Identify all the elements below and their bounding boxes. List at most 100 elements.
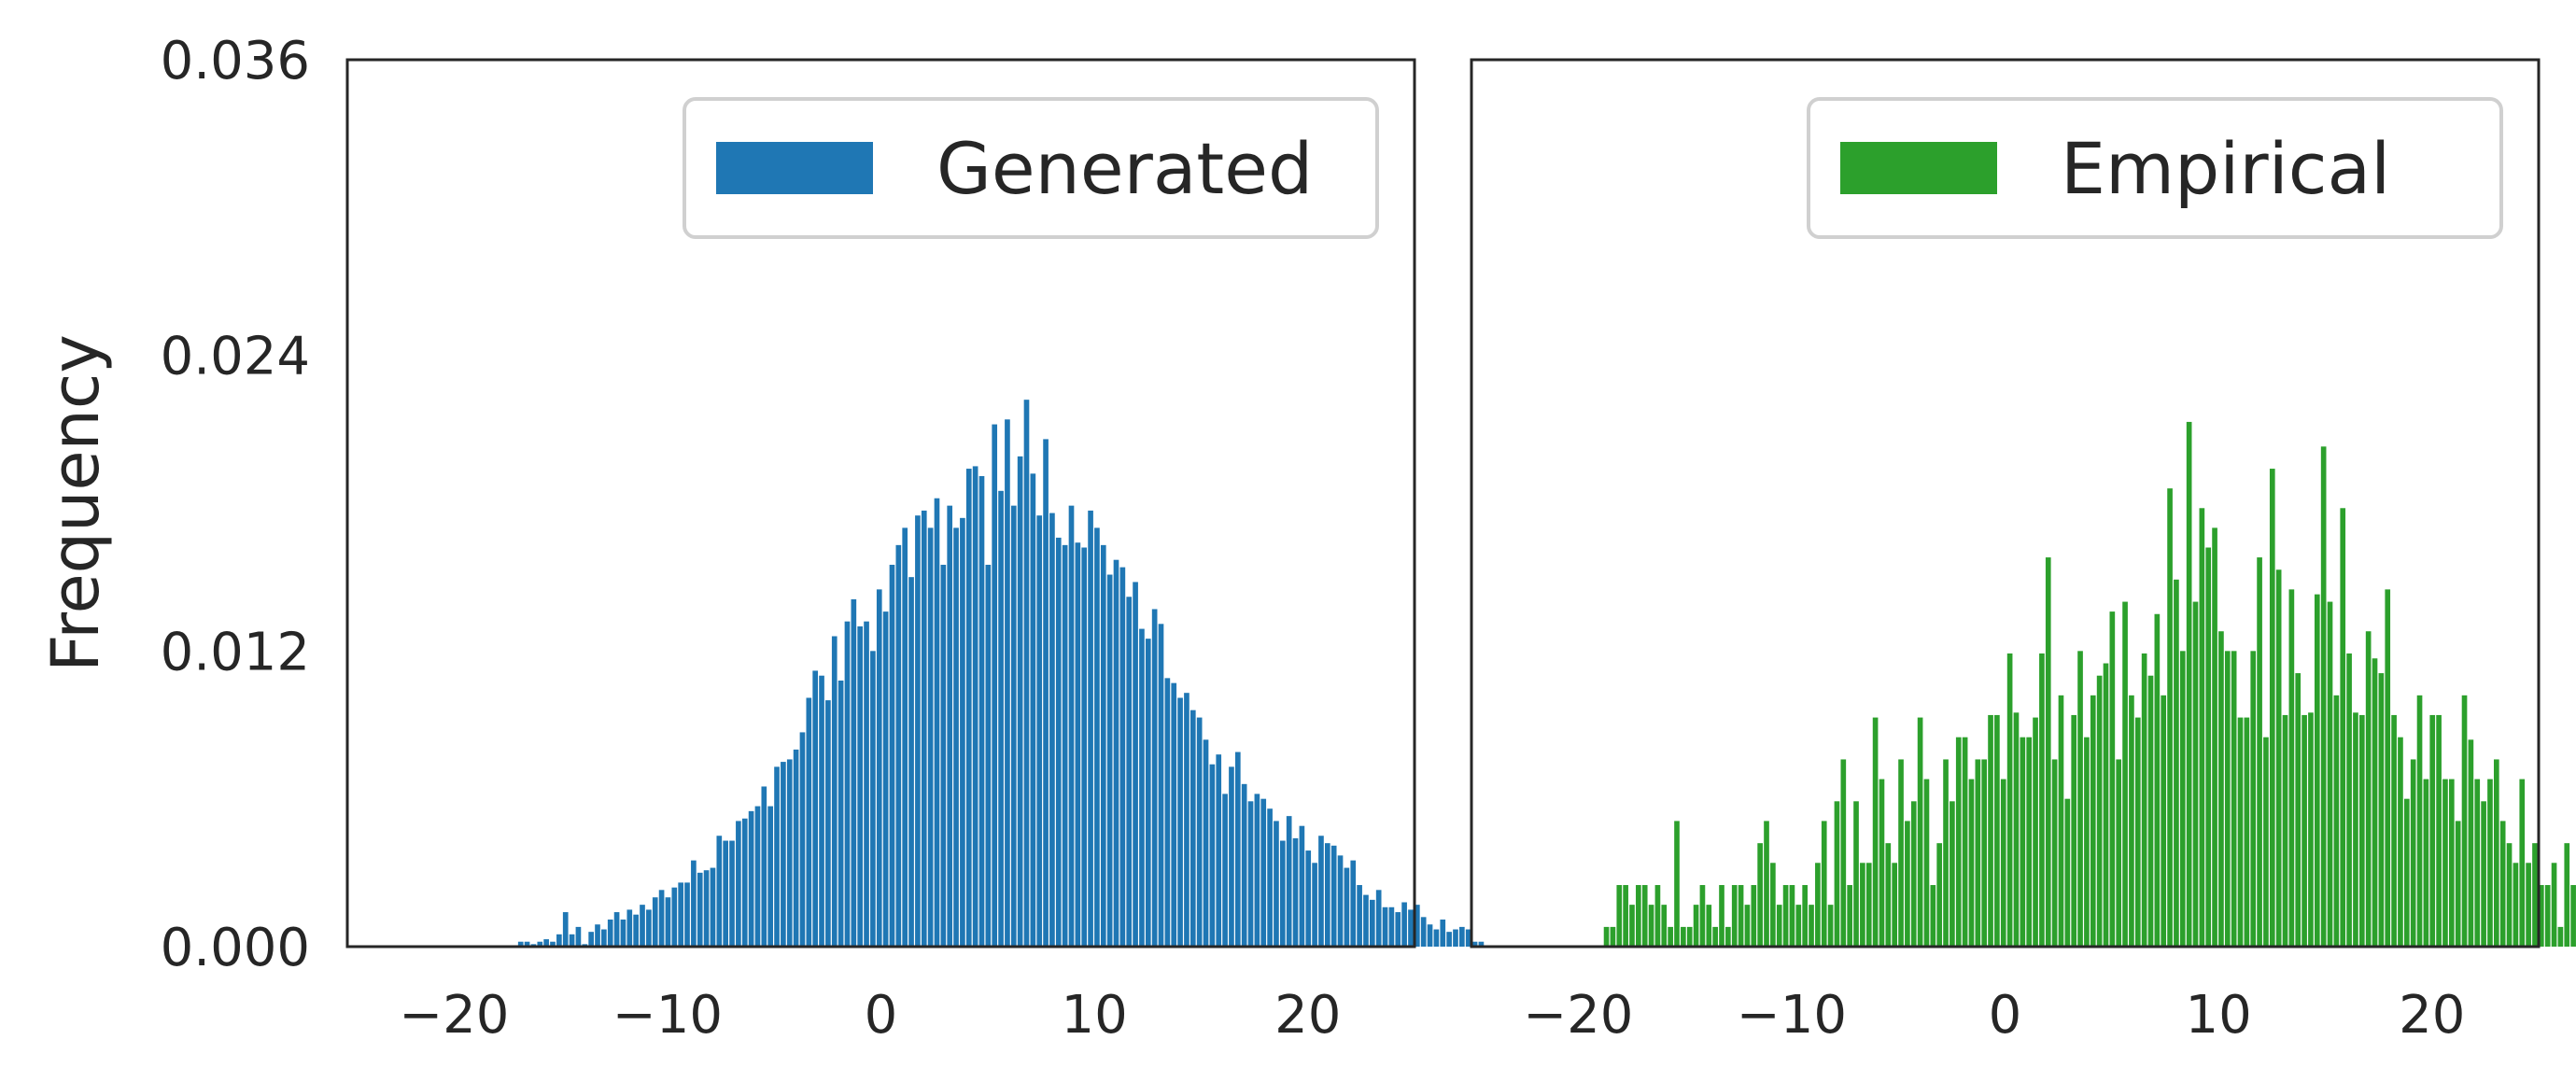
empirical-bar [1809, 905, 1814, 947]
generated-bar [1318, 836, 1324, 947]
generated-bar [652, 897, 658, 947]
generated-bar [1305, 850, 1312, 947]
empirical-bar [1962, 737, 1968, 947]
empirical-bar [1872, 717, 1879, 947]
generated-bar [1471, 941, 1478, 947]
generated-x-tick-label: 0 [865, 985, 898, 1046]
generated-bar [1113, 559, 1119, 947]
empirical-bar [2455, 821, 2461, 947]
generated-bar [799, 732, 806, 947]
generated-legend-label: Generated [936, 127, 1313, 210]
generated-bar [864, 621, 869, 947]
empirical-bar [1668, 926, 1673, 947]
generated-bar [857, 625, 864, 947]
empirical-bar [2077, 651, 2083, 947]
empirical-bar [1853, 801, 1859, 947]
empirical-bar [1719, 885, 1724, 947]
empirical-bar [1802, 885, 1808, 947]
empirical-bar [2282, 714, 2288, 947]
empirical-bar [2205, 547, 2212, 947]
generated-bar [934, 498, 940, 947]
empirical-bar [2410, 759, 2416, 947]
empirical-bar [1616, 885, 1623, 947]
generated-bar [595, 924, 600, 947]
empirical-bar [1943, 759, 1949, 947]
generated-x-tick-label: 10 [1061, 985, 1127, 1046]
generated-bar [1088, 510, 1093, 947]
empirical-bar [1770, 863, 1776, 947]
empirical-bar [2250, 651, 2257, 947]
generated-bar [767, 806, 773, 947]
empirical-legend-label: Empirical [2061, 127, 2390, 210]
generated-bar [1010, 505, 1017, 947]
empirical-bar [2499, 821, 2506, 947]
generated-bar [1260, 798, 1267, 947]
generated-y-tick-label: 0.024 [161, 327, 310, 387]
empirical-bar [2134, 717, 2141, 947]
empirical-bar [1988, 714, 1993, 947]
generated-bar [691, 860, 697, 947]
empirical-x-tick-label: −20 [1523, 985, 1633, 1046]
generated-bar [978, 475, 985, 947]
generated-bar [882, 611, 889, 947]
generated-bar [716, 836, 723, 947]
empirical-bar [2275, 569, 2282, 947]
empirical-bar [2526, 863, 2531, 947]
empirical-bar [2327, 601, 2333, 947]
empirical-bar [2468, 739, 2474, 947]
empirical-bar [1968, 779, 1975, 947]
generated-bar [1158, 624, 1164, 947]
generated-y-axis-label: Frequency [37, 334, 114, 672]
empirical-plot-frame [1470, 58, 2541, 949]
generated-bar [1465, 929, 1471, 947]
generated-bar [819, 675, 824, 947]
empirical-bar [1917, 717, 1923, 947]
empirical-bar [1840, 759, 1847, 947]
generated-bar [1184, 693, 1189, 947]
empirical-bar [1865, 863, 1872, 947]
empirical-bar [2103, 663, 2109, 947]
generated-bar [607, 919, 613, 947]
empirical-bar [2557, 926, 2564, 947]
empirical-bar [2141, 653, 2147, 947]
generated-bar [960, 517, 965, 947]
generated-bar [1081, 547, 1088, 947]
empirical-bar [2506, 843, 2513, 947]
generated-bar [1094, 527, 1100, 947]
empirical-bar [1623, 885, 1628, 947]
empirical-bar [1795, 905, 1802, 947]
empirical-bar [1821, 821, 1827, 947]
generated-bar [1196, 717, 1203, 947]
generated-bar [940, 564, 947, 947]
empirical-bars [1603, 421, 2576, 947]
generated-bar [1401, 902, 1407, 947]
generated-bar [1151, 609, 1158, 947]
generated-bar [1369, 899, 1375, 947]
empirical-bar [2244, 717, 2250, 947]
generated-bar [1350, 860, 1357, 947]
generated-bar [537, 941, 543, 947]
generated-bar [1216, 754, 1222, 947]
generated-bar [684, 882, 690, 947]
generated-bar [626, 909, 633, 947]
generated-bar [588, 932, 594, 947]
generated-bar [671, 887, 678, 947]
empirical-bar [1975, 759, 1981, 947]
generated-bar [729, 840, 735, 947]
generated-x-tick-label: −20 [399, 985, 509, 1046]
empirical-bar [1789, 885, 1795, 947]
empirical-bar [2519, 779, 2526, 947]
empirical-bar [1744, 905, 1751, 947]
generated-bar [851, 598, 857, 947]
empirical-bar [2212, 527, 2217, 947]
generated-bar [543, 939, 549, 947]
generated-bar [902, 527, 908, 947]
generated-bar [1312, 863, 1317, 947]
empirical-bar [2199, 508, 2205, 947]
generated-bar [1420, 917, 1427, 947]
empirical-bar [1885, 843, 1892, 947]
generated-bar [985, 564, 992, 947]
generated-bar [774, 766, 780, 947]
generated-bar [1459, 926, 1465, 947]
generated-bar [889, 564, 895, 947]
